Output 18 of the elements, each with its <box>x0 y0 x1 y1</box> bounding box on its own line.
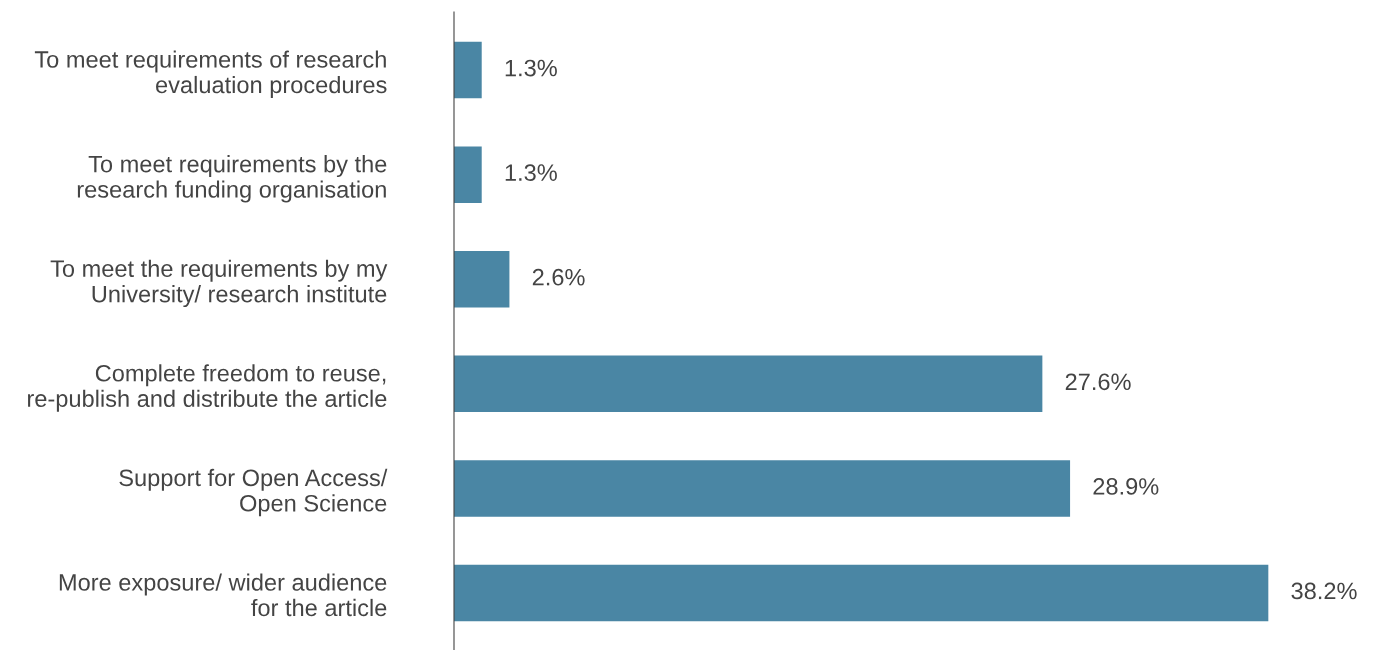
bar <box>454 564 1269 622</box>
y-tick-label: To meet requirements of research evaluation procedures <box>34 50 387 98</box>
y-tick-label: To meet requirements by the research funding organisation <box>77 155 387 203</box>
bar <box>454 460 1071 517</box>
data-label: 1.3% <box>505 164 557 181</box>
bar <box>454 41 482 99</box>
data-label: 38.2% <box>1291 582 1357 600</box>
data-label: 2.6% <box>532 268 585 286</box>
bar <box>454 250 510 308</box>
y-tick-label: To meet the requirements by my University/ research institute <box>50 259 388 308</box>
y-tick-label: More exposure/ wider audience for the article <box>59 573 387 617</box>
data-label: 28.9% <box>1093 478 1159 495</box>
y-tick-label: Support for Open Access/ Open Science <box>119 468 388 517</box>
data-label: 27.6% <box>1065 373 1131 391</box>
bar <box>454 355 1043 413</box>
data-label: 1.3% <box>505 59 557 77</box>
bar <box>454 146 482 203</box>
y-tick-label: Complete freedom to reuse, re-publish and distribute the article <box>28 364 387 412</box>
